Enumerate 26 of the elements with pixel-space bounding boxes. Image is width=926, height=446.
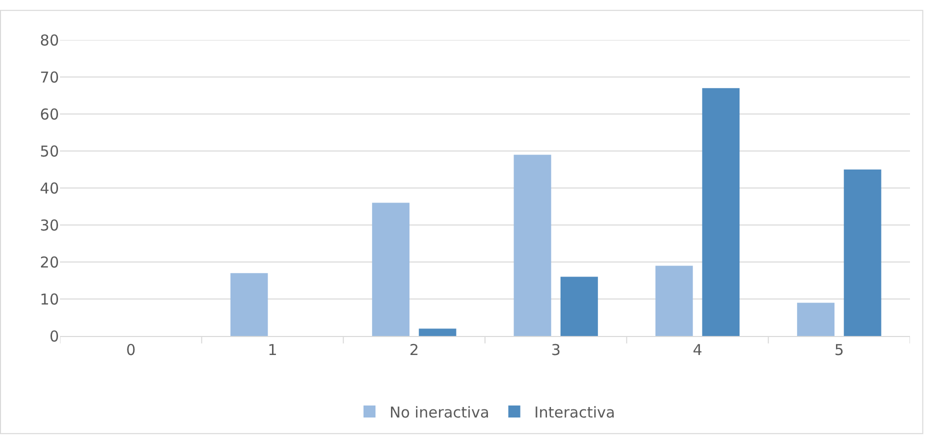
y-tick-label: 50 [40, 142, 59, 160]
bar [514, 154, 552, 336]
bar [702, 88, 740, 336]
x-tick-label: 1 [268, 341, 278, 359]
bar [230, 273, 268, 336]
legend-label: Interactiva [534, 403, 616, 422]
x-tick-label: 4 [692, 341, 702, 359]
y-tick-label: 20 [40, 253, 59, 272]
y-tick-label: 0 [49, 327, 59, 346]
bar [418, 328, 456, 336]
y-tick-label: 60 [40, 105, 59, 124]
bar [797, 302, 834, 336]
y-tick-label: 80 [40, 31, 59, 50]
y-tick-label: 10 [40, 290, 59, 308]
x-tick-label: 0 [126, 341, 136, 359]
legend-label: No ineractiva [390, 403, 490, 422]
bar [844, 170, 882, 336]
y-tick-label: 30 [40, 216, 59, 234]
bar [655, 266, 693, 336]
bar [372, 202, 410, 336]
y-tick-label: 40 [40, 179, 59, 198]
x-tick-label: 3 [551, 341, 561, 359]
x-tick-label: 5 [834, 341, 844, 359]
y-tick-label: 70 [40, 68, 59, 86]
x-tick-label: 2 [409, 341, 419, 359]
bar [560, 276, 598, 336]
